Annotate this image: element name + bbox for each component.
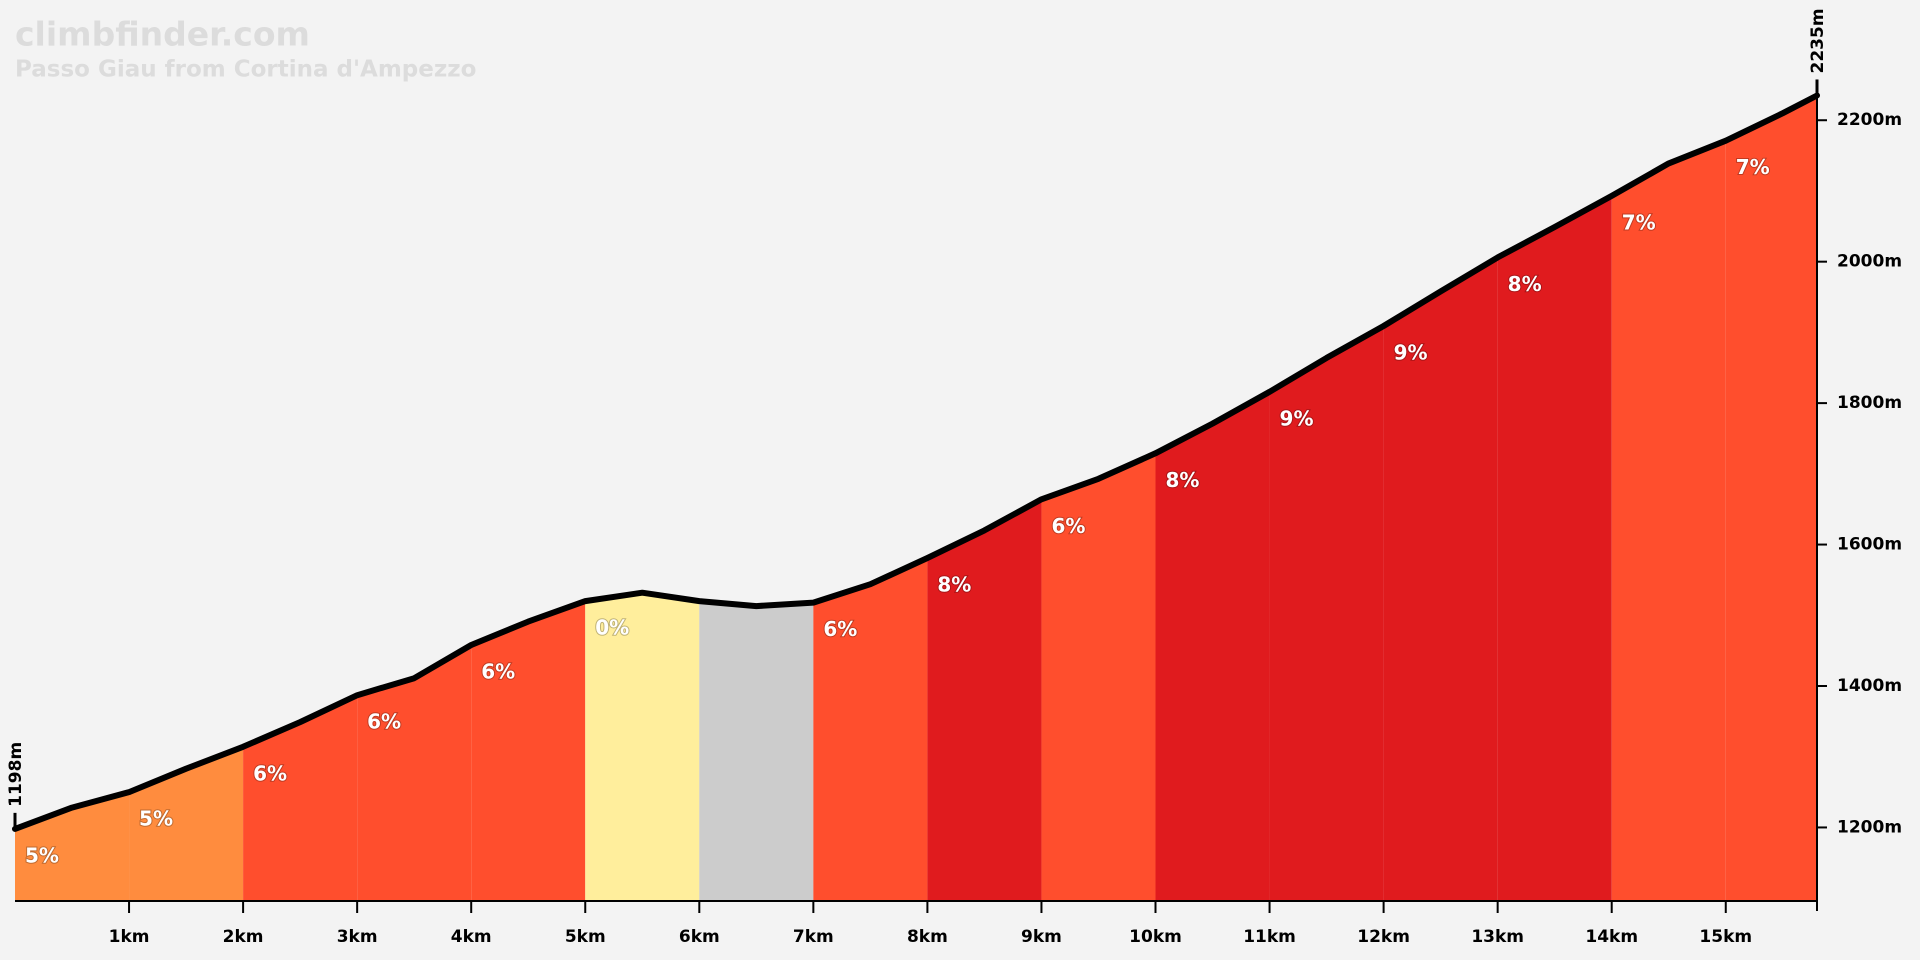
x-tick-label: 2km — [223, 927, 264, 947]
y-tick-label: 1200m — [1837, 817, 1902, 837]
elevation-marker-label: 2235m — [1808, 8, 1828, 73]
grade-label: 9% — [1280, 406, 1314, 430]
grade-label: 7% — [1736, 155, 1770, 179]
grade-label: 8% — [937, 572, 971, 596]
y-tick-label: 2200m — [1837, 110, 1902, 130]
elevation-marker-label: 1198m — [6, 742, 26, 807]
chart-title: climbfinder.com — [15, 15, 310, 54]
y-tick-label: 2000m — [1837, 252, 1902, 272]
grade-label: 6% — [823, 617, 857, 641]
x-tick-label: 7km — [793, 927, 834, 947]
grade-section — [1725, 95, 1817, 901]
y-tick-label: 1400m — [1837, 676, 1902, 696]
grade-label: 6% — [481, 659, 515, 683]
x-tick-label: 1km — [109, 927, 150, 947]
x-tick-label: 4km — [451, 927, 492, 947]
grade-label: 7% — [1622, 210, 1656, 234]
grade-label: 6% — [1051, 514, 1085, 538]
y-tick-label: 1800m — [1837, 393, 1902, 413]
x-tick-label: 9km — [1021, 927, 1062, 947]
x-tick-label: 5km — [565, 927, 606, 947]
x-tick-label: 13km — [1471, 927, 1524, 947]
grade-label: 6% — [253, 761, 287, 785]
x-tick-label: 12km — [1357, 927, 1410, 947]
x-tick-label: 3km — [337, 927, 378, 947]
x-tick-label: 6km — [679, 927, 720, 947]
grade-label: 6% — [367, 710, 401, 734]
grade-label: 8% — [1166, 468, 1200, 492]
x-tick-label: 11km — [1243, 927, 1296, 947]
x-tick-label: 15km — [1699, 927, 1752, 947]
grade-label: 8% — [1508, 272, 1542, 296]
x-tick-label: 8km — [907, 927, 948, 947]
grade-label: 5% — [139, 807, 173, 831]
profile-line — [12, 92, 1820, 832]
grade-label: 5% — [25, 843, 59, 867]
x-tick-label: 10km — [1129, 927, 1182, 947]
x-tick-label: 14km — [1585, 927, 1638, 947]
chart-subtitle: Passo Giau from Cortina d'Ampezzo — [15, 57, 476, 83]
grade-label: 0% — [595, 616, 629, 640]
y-tick-label: 1600m — [1837, 535, 1902, 555]
grade-section — [1611, 95, 1726, 901]
grade-label: 9% — [1394, 341, 1428, 365]
